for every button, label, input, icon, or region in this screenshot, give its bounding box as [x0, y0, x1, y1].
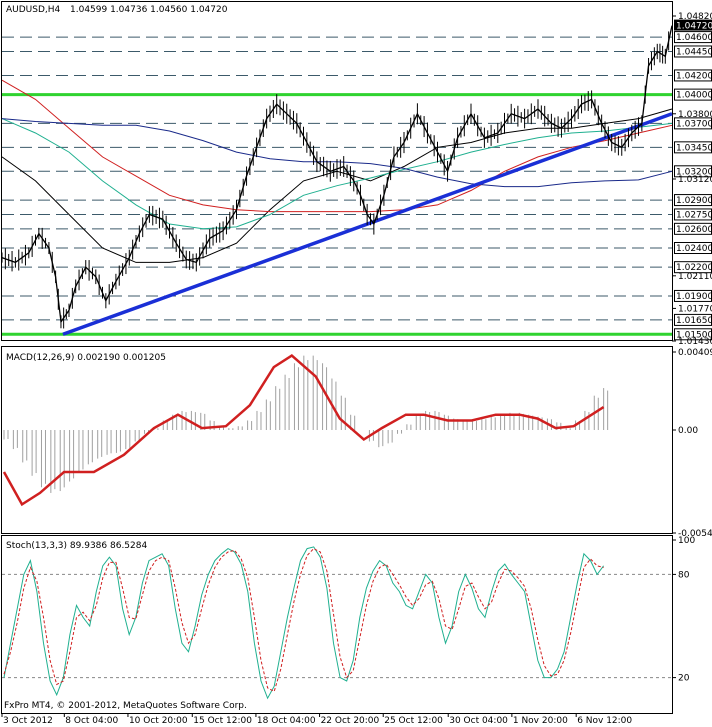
price-axis-label: 1.03450: [676, 143, 712, 153]
time-axis-label: 30 Oct 04:00: [449, 716, 508, 726]
price-axis-label: 1.01770: [678, 304, 712, 314]
time-axis-label: 22 Oct 20:00: [321, 716, 380, 726]
price-axis-label: 1.04450: [676, 47, 712, 57]
time-axis-label: 3 Oct 2012: [3, 716, 53, 726]
price-header-symbol: AUDUSD,H4: [6, 5, 61, 15]
panel-frames: [1, 1, 673, 714]
price-axis-label: 1.01430: [678, 337, 712, 347]
time-axis-label: 6 Nov 12:00: [577, 716, 632, 726]
price-axis-label: 1.03700: [676, 119, 712, 129]
macd-panel: 0.00409 0.00 -0.00540: [2, 348, 712, 539]
price-axis-label: 1.02600: [676, 225, 712, 235]
time-axis-label: 8 Oct 04:00: [65, 716, 118, 726]
stochastic-line: [3, 547, 604, 693]
price-axis-label: 1.01650: [676, 316, 712, 326]
time-axis-label: 15 Oct 12:00: [193, 716, 252, 726]
time-axis-label: 1 Nov 20:00: [513, 716, 568, 726]
price-axis-label: 1.02200: [676, 263, 712, 273]
moving-average-line: [1, 118, 673, 230]
price-axis-label: 1.04600: [676, 33, 712, 43]
macd-axis-label: 0.00: [678, 426, 698, 436]
price-axis-label: 1.01500: [676, 330, 712, 340]
macd-frame: [1, 346, 673, 534]
price-axis-label: 1.01900: [676, 292, 712, 302]
price-axis-label: 1.03800: [678, 110, 712, 120]
price-axis-label: 1.02900: [676, 196, 712, 206]
macd-axis-label: -0.00540: [678, 529, 712, 539]
stochastic-title: Stoch(13,3,3) 89.9386 86.5284: [6, 541, 147, 551]
stochastic-axis-label: 100: [678, 536, 695, 546]
stochastic-axis-label: 20: [678, 674, 690, 684]
time-axis-label: 10 Oct 20:00: [129, 716, 188, 726]
time-axis-label: 18 Oct 04:00: [257, 716, 316, 726]
current-price-box: [674, 19, 712, 31]
price-axis-label: 1.04820: [678, 12, 712, 22]
time-axis: 3 Oct 2012 8 Oct 04:00 10 Oct 20:00 15 Oct …: [1, 713, 632, 726]
price-axis-label: 1.02110: [678, 272, 712, 282]
macd-axis-label: 0.00409: [678, 348, 712, 358]
price-axis-label: 1.02750: [676, 210, 712, 220]
current-price-label: 1.04720: [676, 22, 712, 32]
price-axis-label: 1.03120: [678, 175, 712, 185]
price-axis-label: 1.04200: [676, 71, 712, 81]
stochastic-line: [3, 546, 604, 700]
price-header-ohlc: 1.04599 1.04736 1.04560 1.04720: [70, 5, 228, 15]
price-axis-label: 1.04000: [676, 91, 712, 101]
footer-copyright: FxPro MT4, © 2001-2012, MetaQuotes Softw…: [4, 701, 247, 711]
stochastic-frame: [1, 535, 673, 714]
stochastic-panel: 100 80 20: [2, 536, 695, 700]
price-axis-label: 1.03200: [676, 167, 712, 177]
time-axis-label: 25 Oct 12:00: [384, 716, 443, 726]
stochastic-axis-label: 80: [678, 570, 690, 580]
macd-signal-line: [2, 354, 605, 507]
price-axis-label: 1.02400: [676, 244, 712, 254]
macd-title: MACD(12,26,9) 0.002190 0.001205: [6, 353, 166, 363]
price-frame: [1, 1, 673, 341]
moving-average-line: [1, 79, 673, 213]
